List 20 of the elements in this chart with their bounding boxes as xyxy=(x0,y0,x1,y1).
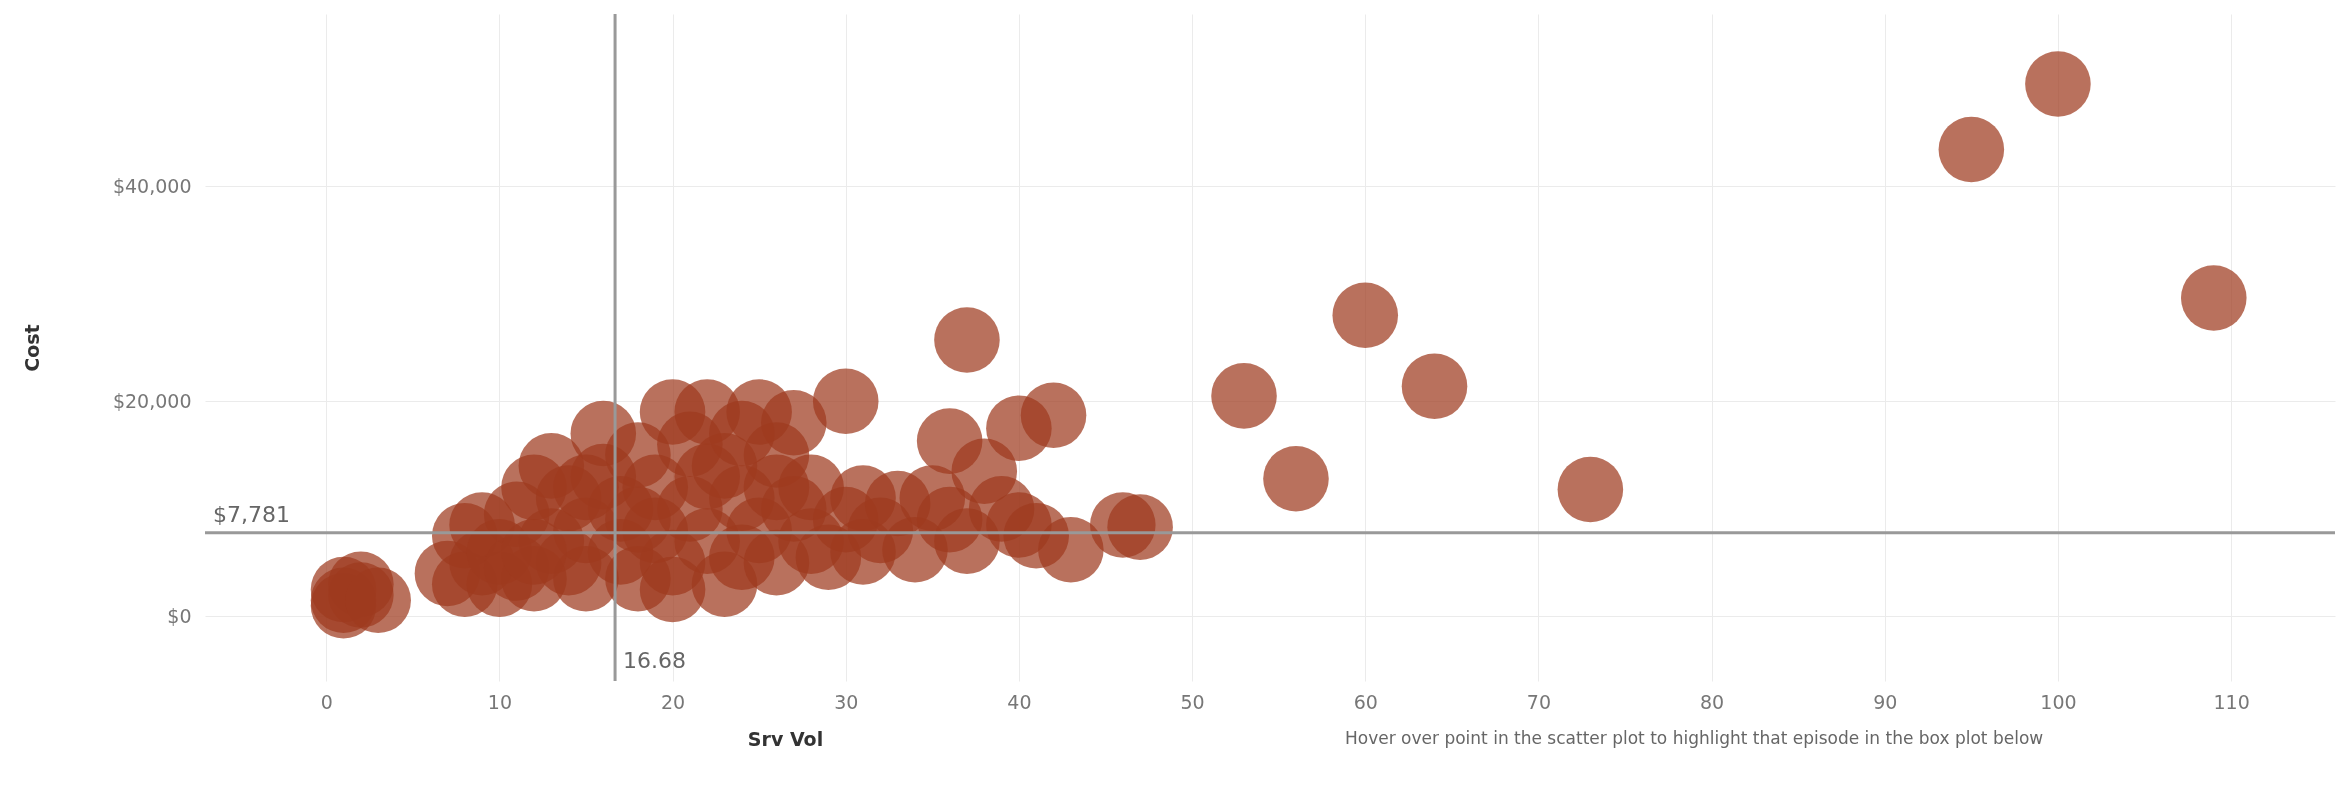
text: Hover over point in the scatter plot to highlight that episode in the box plot below xyxy=(1345,728,2044,748)
ref-line-label: $7,781 xyxy=(213,501,290,527)
x-tick-label: 20 xyxy=(660,690,686,713)
y-tick-label: $20,000 xyxy=(112,389,192,412)
x-tick-label: 70 xyxy=(1526,690,1552,713)
x-tick-label: 10 xyxy=(487,690,512,713)
x-axis-title: Srv Vol xyxy=(747,727,824,750)
x-tick-label: 0 xyxy=(320,690,333,713)
x-tick-label: 30 xyxy=(834,690,859,713)
x-tick-label: 100 xyxy=(2040,690,2077,713)
x-tick-label: 40 xyxy=(1007,690,1032,713)
x-tick-label: 60 xyxy=(1353,690,1378,713)
x-tick-label: 80 xyxy=(1699,690,1725,713)
y-axis-title: Cost xyxy=(20,324,43,372)
y-tick-label: $0 xyxy=(167,604,192,627)
x-tick-label: 90 xyxy=(1873,690,1898,713)
x-tick-label: 50 xyxy=(1180,690,1205,713)
y-tick-label: $40,000 xyxy=(112,174,192,197)
x-tick-label: 110 xyxy=(2213,690,2250,713)
ref-line-label: 16.68 xyxy=(623,648,687,673)
